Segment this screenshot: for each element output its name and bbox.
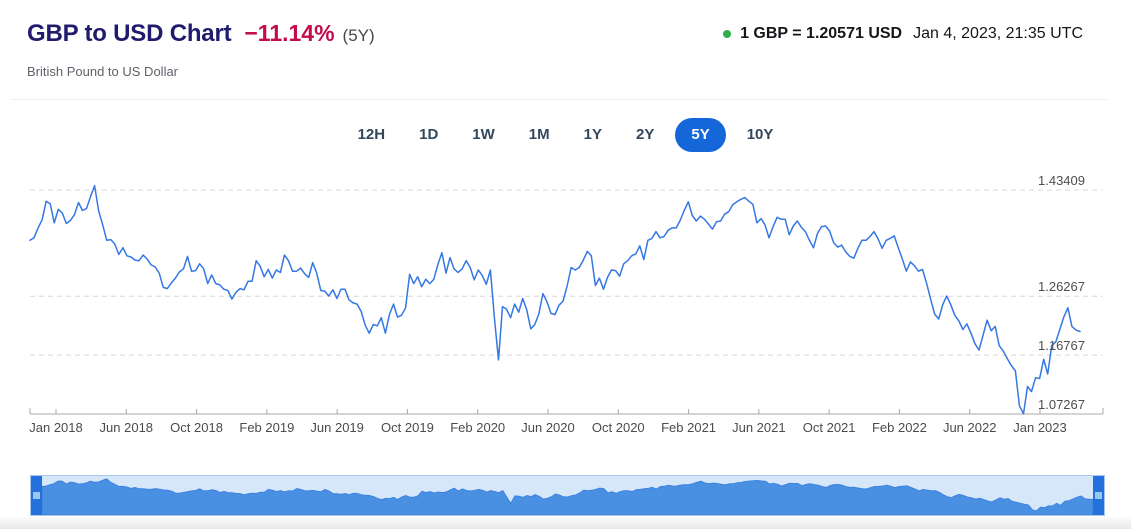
range-tabs: 12H 1D 1W 1M 1Y 2Y 5Y 10Y	[0, 118, 1131, 152]
chart-line	[29, 184, 1081, 415]
x-axis-labels: Jan 2018 Jun 2018 Oct 2018 Feb 2019 Jun 2019…	[0, 420, 1131, 438]
page-title: GBP to USD Chart	[27, 20, 232, 47]
navigator-right-handle[interactable]	[1093, 476, 1104, 515]
tab-2y[interactable]: 2Y	[623, 119, 667, 151]
rate-timestamp: Jan 4, 2023, 21:35 UTC	[913, 25, 1083, 42]
chart-header: GBP to USD Chart −11.14% (5Y)	[27, 20, 375, 48]
y-axis-label: 1.07267	[1038, 397, 1085, 412]
chart-plot-area[interactable]	[0, 0, 1131, 460]
tab-1w[interactable]: 1W	[459, 119, 508, 151]
y-axis-label: 1.26267	[1038, 279, 1085, 295]
live-rate: 1 GBP = 1.20571 USD	[740, 25, 903, 42]
tab-5y[interactable]: 5Y	[675, 118, 726, 152]
tab-12h[interactable]: 12H	[345, 119, 399, 151]
main-chart[interactable]: 1.43409 1.26267 1.16767 1.07267 Jan 2018 Jun…	[0, 0, 1131, 460]
bottom-fade	[0, 517, 1131, 529]
page-subtitle: British Pound to US Dollar	[27, 64, 179, 79]
x-axis-label: Jun 2020	[521, 420, 575, 435]
navigator-area[interactable]	[31, 476, 1104, 515]
tab-1m[interactable]: 1M	[516, 119, 563, 151]
x-axis-label: Feb 2020	[450, 420, 506, 435]
navigator-handle-grip-icon	[33, 492, 40, 499]
x-axis-label: Oct 2019	[381, 420, 434, 435]
header-divider	[12, 99, 1107, 100]
y-axis-label: 1.16767	[1038, 338, 1085, 354]
x-axis-label: Jun 2022	[942, 420, 997, 435]
x-axis-label: Oct 2018	[170, 420, 223, 435]
tab-1y[interactable]: 1Y	[571, 119, 615, 151]
live-indicator-dot	[723, 30, 732, 38]
chart-navigator[interactable]	[30, 475, 1105, 516]
x-axis-label: Jan 2018	[29, 420, 83, 435]
navigator-area-fill[interactable]	[41, 478, 1094, 515]
x-axis-label: Jun 2021	[732, 420, 786, 435]
x-axis-label: Oct 2020	[591, 420, 645, 435]
x-axis-label: Feb 2022	[871, 420, 927, 435]
x-axis-label: Jan 2023	[1013, 420, 1067, 435]
y-axis-label: 1.43409	[1038, 173, 1085, 188]
navigator-handle-grip-icon	[1095, 492, 1102, 499]
change-period: (5Y)	[342, 26, 375, 45]
change-percent: −11.14%	[244, 20, 335, 46]
tab-1d[interactable]: 1D	[406, 119, 451, 151]
x-axis-label: Feb 2021	[661, 420, 717, 435]
tab-10y[interactable]: 10Y	[734, 119, 787, 151]
live-rate-row: 1 GBP = 1.20571 USD Jan 4, 2023, 21:35 U…	[723, 25, 1083, 43]
x-axis-label: Oct 2021	[802, 420, 856, 435]
x-axis-label: Jun 2018	[99, 420, 154, 435]
x-axis-label: Jun 2019	[310, 420, 364, 435]
navigator-left-handle[interactable]	[31, 476, 42, 515]
x-axis-label: Feb 2019	[239, 420, 295, 435]
